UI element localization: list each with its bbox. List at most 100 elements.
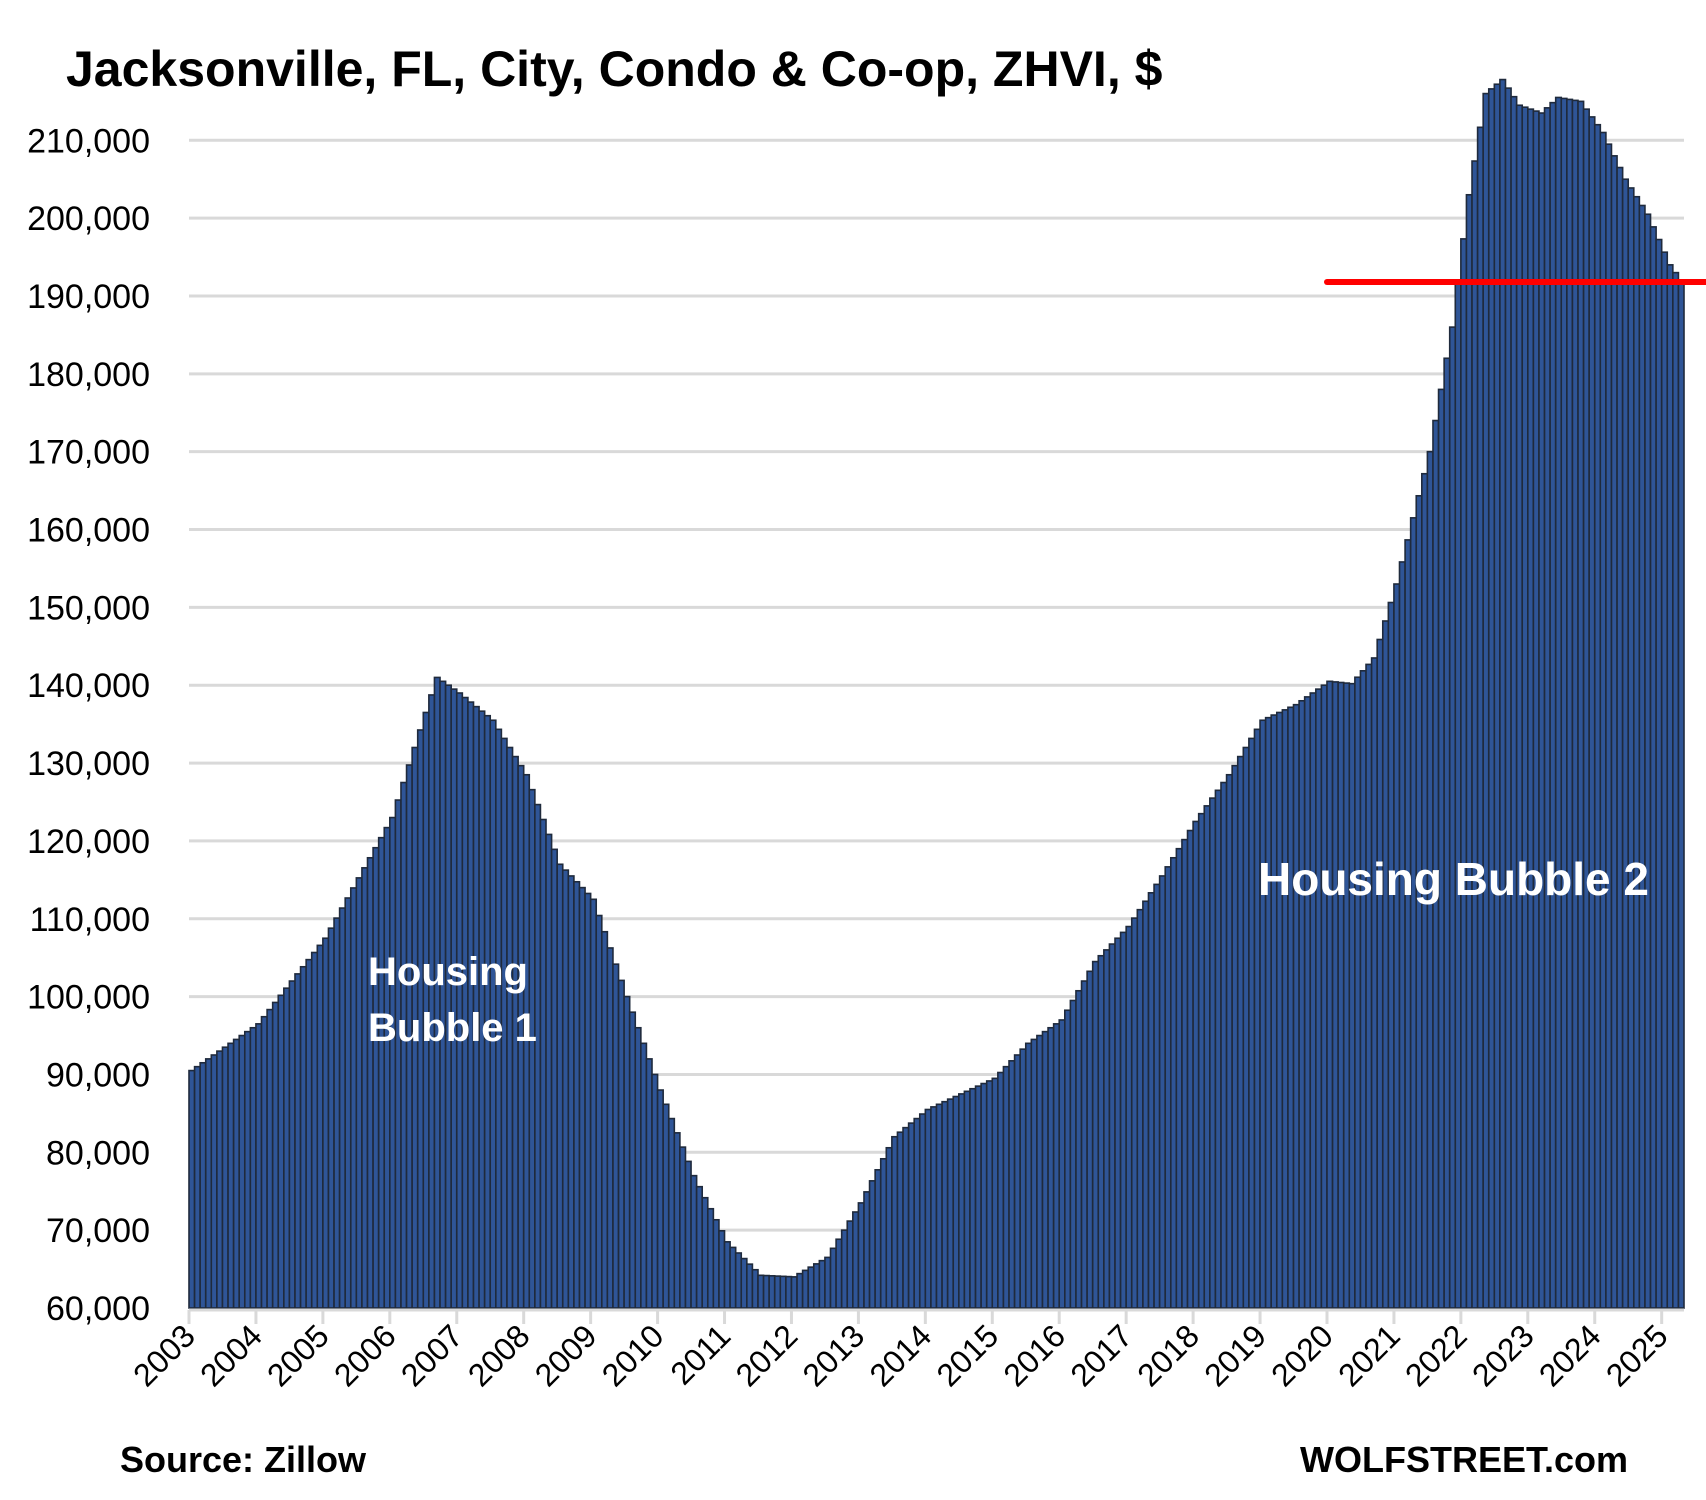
- bar: [801, 1269, 809, 1309]
- y-tick-label: 110,000: [30, 901, 150, 939]
- bar: [1052, 1023, 1061, 1309]
- x-tick-label: 2017: [1063, 1317, 1139, 1393]
- bar: [829, 1247, 837, 1309]
- bar: [539, 818, 547, 1309]
- source-label: Source: Zillow: [120, 1439, 367, 1480]
- bar: [1248, 737, 1256, 1309]
- bar: [935, 1103, 943, 1309]
- bar: [1298, 699, 1306, 1309]
- bar: [751, 1268, 759, 1309]
- bar: [930, 1106, 938, 1309]
- bar: [1108, 943, 1116, 1309]
- bar: [1610, 155, 1618, 1309]
- bar: [1013, 1054, 1021, 1309]
- bar: [1019, 1048, 1027, 1309]
- bar: [1192, 820, 1200, 1309]
- bar: [361, 867, 369, 1309]
- bar: [868, 1180, 876, 1309]
- bar: [232, 1038, 241, 1309]
- bar: [612, 963, 620, 1309]
- bar: [561, 869, 570, 1309]
- bar: [1672, 271, 1680, 1309]
- bar: [706, 1207, 715, 1309]
- bar: [1359, 670, 1367, 1309]
- bar: [628, 1011, 637, 1309]
- bar: [918, 1113, 927, 1309]
- bar: [718, 1230, 726, 1309]
- x-tick-label: 2018: [1130, 1317, 1206, 1393]
- x-tick-label: 2012: [729, 1317, 805, 1393]
- bar: [1398, 561, 1406, 1309]
- bar: [1142, 900, 1150, 1309]
- bar: [1181, 838, 1189, 1309]
- x-tick-label: 2022: [1398, 1317, 1474, 1393]
- bar: [1454, 282, 1462, 1309]
- bar: [299, 965, 307, 1309]
- annotation-housing-bubble-1: Bubble 1: [368, 1006, 537, 1050]
- bar: [1024, 1042, 1033, 1309]
- bar: [1504, 87, 1512, 1309]
- bar: [656, 1089, 664, 1309]
- y-tick-label: 100,000: [27, 979, 150, 1017]
- bar: [283, 987, 291, 1309]
- bar: [701, 1196, 709, 1309]
- bar: [1632, 195, 1641, 1309]
- bar: [1186, 829, 1194, 1309]
- bar: [885, 1146, 893, 1309]
- bar: [1605, 143, 1613, 1309]
- bar: [1281, 709, 1289, 1309]
- bar: [444, 684, 452, 1309]
- bar: [1588, 116, 1596, 1309]
- bar: [896, 1131, 904, 1309]
- bar: [595, 914, 603, 1309]
- y-tick-label: 140,000: [27, 667, 150, 705]
- bar: [818, 1259, 826, 1309]
- bar: [277, 994, 285, 1309]
- bar: [1532, 110, 1540, 1309]
- bar: [322, 937, 330, 1309]
- bar: [1393, 583, 1401, 1309]
- bar: [1209, 797, 1217, 1309]
- bar: [1543, 107, 1551, 1309]
- bar: [193, 1065, 201, 1309]
- bar: [1114, 937, 1122, 1309]
- bar: [1097, 954, 1105, 1309]
- bar: [729, 1246, 737, 1309]
- bar: [461, 696, 469, 1309]
- bar: [1482, 92, 1490, 1309]
- x-tick-label: 2019: [1197, 1317, 1273, 1393]
- bar: [846, 1220, 854, 1309]
- y-tick-label: 90,000: [46, 1056, 150, 1094]
- bar: [327, 927, 335, 1309]
- x-tick-label: 2009: [528, 1317, 604, 1393]
- x-tick-label: 2008: [461, 1317, 537, 1393]
- bar: [723, 1241, 731, 1309]
- bar: [1365, 663, 1373, 1309]
- bar: [600, 930, 609, 1309]
- bar: [550, 848, 558, 1309]
- bar: [428, 694, 436, 1309]
- bar: [389, 816, 397, 1309]
- bar: [450, 688, 458, 1309]
- bar: [1370, 657, 1378, 1309]
- bars: [188, 78, 1685, 1309]
- bar: [997, 1071, 1005, 1309]
- bar: [740, 1257, 748, 1309]
- bar: [316, 944, 324, 1309]
- bar: [243, 1030, 252, 1309]
- bar: [1164, 866, 1172, 1309]
- x-tick-label: 2021: [1331, 1317, 1407, 1393]
- annotations: Housing Bubble 1 Housing Bubble 2: [368, 853, 1649, 1050]
- y-tick-label: 200,000: [27, 200, 150, 238]
- bar: [768, 1275, 776, 1309]
- bar: [238, 1034, 246, 1309]
- x-tick-label: 2024: [1532, 1317, 1608, 1393]
- bar: [1331, 681, 1339, 1309]
- bar: [974, 1085, 982, 1309]
- bar: [366, 856, 374, 1309]
- bar: [188, 1069, 196, 1309]
- bar: [679, 1146, 687, 1309]
- bar: [1660, 251, 1669, 1309]
- bar: [785, 1275, 793, 1309]
- bar: [349, 887, 358, 1309]
